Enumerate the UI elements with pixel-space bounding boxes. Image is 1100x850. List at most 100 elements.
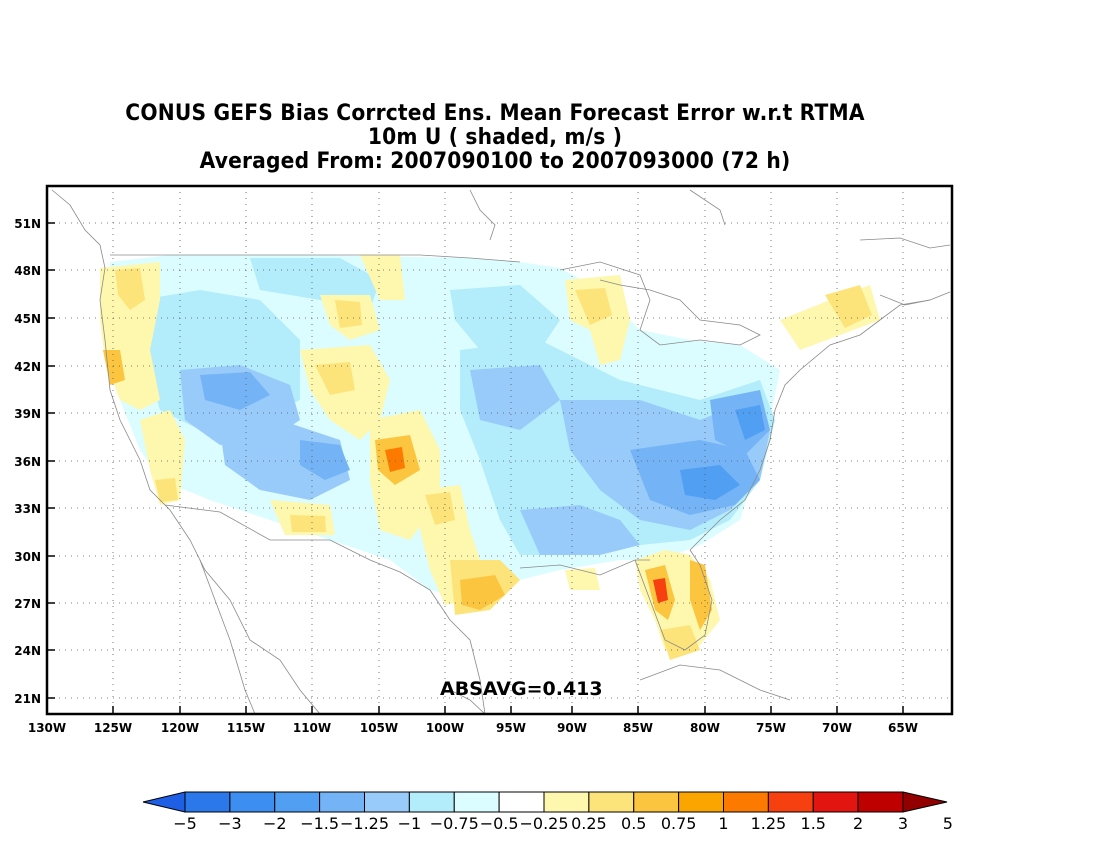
field-orange-socal (155, 478, 178, 502)
longitude-axis: 130W 125W 120W 115W 110W 105W 100W 95W 90W 85W 80W… (28, 706, 918, 735)
map-plot-area (47, 186, 952, 714)
field-orange-wy (315, 362, 355, 395)
field-orange-gl (575, 288, 612, 325)
lat-label: 27N (14, 597, 41, 611)
absavg-label: ABSAVG=0.413 (440, 678, 603, 700)
atlantic-coast (689, 291, 951, 551)
lon-label: 115W (227, 721, 265, 735)
title-line-1: CONUS GEFS Bias Corrcted Ens. Mean Forec… (125, 101, 865, 126)
colorbar-swatch (408, 791, 455, 813)
colorbar-under-arrow (142, 791, 186, 813)
colorbar-label: 1.5 (801, 814, 826, 833)
gulf-coast-north (519, 559, 650, 576)
colorbar-label: −3 (218, 814, 242, 833)
field-lightblue-gulf (520, 505, 640, 555)
lon-label: 65W (888, 721, 918, 735)
florida-coast (634, 549, 713, 651)
colorbar-label: 0.25 (571, 814, 607, 833)
colorbar-swatch (633, 791, 680, 813)
lon-label: 125W (94, 721, 132, 735)
field-lightblue-4c (220, 420, 350, 500)
colorbar-swatch (857, 791, 904, 813)
lat-label: 21N (14, 692, 41, 706)
lon-label: 75W (756, 721, 786, 735)
pacific-coast (51, 189, 321, 714)
title-line-2: 10m U ( shaded, m/s ) (367, 125, 623, 150)
field-lightblue-mid (470, 365, 560, 430)
colorbar-label: −0.25 (519, 814, 568, 833)
lat-label: 48N (14, 264, 41, 278)
lat-label: 33N (14, 502, 41, 516)
field-yellow-la (565, 568, 600, 590)
title-line-3: Averaged From: 2007090100 to 2007093000 … (199, 149, 791, 174)
colorbar-swatch (812, 791, 859, 813)
colorbar-swatch (767, 791, 814, 813)
lon-label: 100W (426, 721, 464, 735)
lon-label: 130W (28, 721, 66, 735)
lat-label: 39N (14, 407, 41, 421)
lon-label: 105W (360, 721, 398, 735)
coastline-outline (51, 189, 951, 714)
lat-label: 45N (14, 312, 41, 326)
colorbar-label: 3 (898, 814, 908, 833)
baja (199, 559, 256, 714)
colorbar-swatch (588, 791, 635, 813)
lon-label: 80W (690, 721, 720, 735)
field-blue-west (200, 372, 270, 410)
great-lakes (559, 261, 761, 346)
hudson-area (469, 189, 496, 241)
colorbar-swatch (498, 791, 545, 813)
lat-label: 36N (14, 455, 41, 469)
canada-border (110, 254, 521, 263)
gulf-coast (429, 589, 486, 714)
field-orange-wy-n (335, 300, 362, 328)
cuba (639, 664, 791, 701)
lon-label: 90W (557, 721, 587, 735)
field-orange-fleast (690, 560, 712, 630)
lon-label: 120W (161, 721, 199, 735)
labrador (689, 189, 726, 226)
colorbar-label: 5 (943, 814, 953, 833)
lat-label: 42N (14, 360, 41, 374)
colorbar-label: 1.25 (751, 814, 787, 833)
colorbar-swatch (274, 791, 321, 813)
colorbar-swatch (723, 791, 769, 813)
colorbar-swatch (453, 791, 500, 813)
colorbar-swatch (543, 791, 590, 813)
colorbar-label: −0.5 (480, 814, 519, 833)
colorbar-swatch (678, 791, 724, 813)
colorbar-label: −1.5 (300, 814, 339, 833)
field-blue-4c (300, 440, 350, 480)
colorbar-over-arrow (902, 791, 948, 813)
nova-scotia (879, 294, 931, 306)
colorbar-label: 2 (853, 814, 863, 833)
chart-title: CONUS GEFS Bias Corrcted Ens. Mean Forec… (0, 102, 990, 174)
field-yellow-sw (360, 255, 405, 300)
field-cyan-plains (450, 285, 560, 350)
colorbar: −5 −3 −2 −1.5 −1.25 −1 −0.75 −0.5 −0.25 0.25 0.5 0.… (142, 791, 953, 833)
field-darkorange-nm (385, 447, 405, 472)
lat-label: 24N (14, 644, 41, 658)
colorbar-label: −2 (263, 814, 287, 833)
colorbar-swatch (319, 791, 365, 813)
colorbar-label: −0.75 (430, 814, 479, 833)
lon-label: 95W (496, 721, 526, 735)
field-red-fl (653, 578, 668, 603)
lon-label: 70W (822, 721, 852, 735)
field-orange-tx (425, 492, 455, 525)
field-orange-az (290, 515, 326, 532)
newfoundland (859, 237, 951, 249)
shaded-error-field (100, 255, 880, 660)
lon-label: 85W (623, 721, 653, 735)
field-blue-se-deep (680, 465, 740, 500)
colorbar-label: −1 (398, 814, 422, 833)
colorbar-label: 1 (718, 814, 728, 833)
colorbar-swatch (184, 791, 231, 813)
field-orange-txcoast (460, 575, 505, 610)
mexico-gulf (449, 689, 486, 714)
colorbar-swatch (229, 791, 276, 813)
field-blue-va (735, 405, 765, 440)
colorbar-label: 0.5 (621, 814, 646, 833)
lat-label: 51N (14, 217, 41, 231)
